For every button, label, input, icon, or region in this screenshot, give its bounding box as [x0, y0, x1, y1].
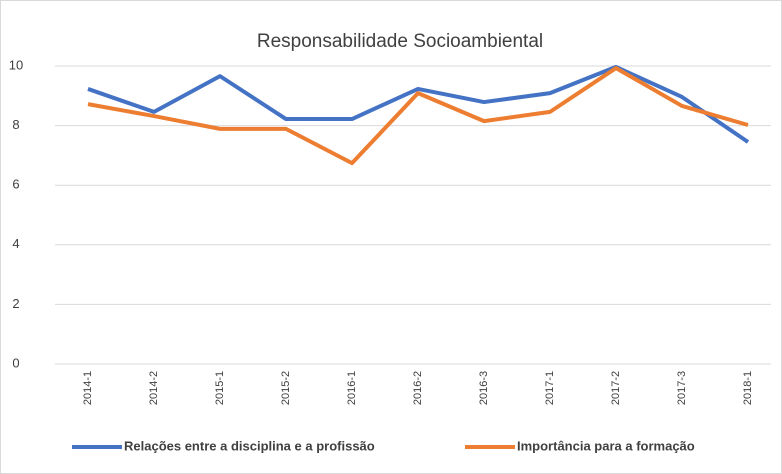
y-tick-label: 8 — [12, 117, 19, 132]
series-line — [87, 66, 749, 166]
x-tick-label: 2015-1 — [214, 371, 226, 405]
x-tick-label: 2017-2 — [610, 371, 622, 405]
y-tick-label: 2 — [12, 296, 19, 311]
legend-label: Importância para a formação — [517, 438, 695, 453]
legend-label: Relações entre a disciplina e a profissã… — [124, 438, 375, 453]
x-tick-label: 2016-3 — [478, 371, 490, 405]
x-tick-label: 2014-2 — [148, 371, 160, 405]
x-tick-label: 2016-1 — [346, 371, 358, 405]
x-tick-label: 2015-2 — [280, 371, 292, 405]
x-tick-label: 2017-1 — [544, 371, 556, 405]
y-tick-label: 10 — [9, 57, 23, 72]
x-tick-label: 2018-1 — [742, 371, 754, 405]
y-tick-label: 6 — [12, 177, 19, 192]
chart-title: Responsabilidade Socioambiental — [257, 31, 543, 52]
y-tick-label: 0 — [12, 355, 19, 370]
series-line — [87, 64, 750, 144]
x-tick-label: 2017-3 — [676, 371, 688, 405]
x-tick-label: 2016-2 — [412, 371, 424, 405]
y-tick-label: 4 — [12, 236, 19, 251]
x-tick-label: 2014-1 — [82, 371, 94, 405]
